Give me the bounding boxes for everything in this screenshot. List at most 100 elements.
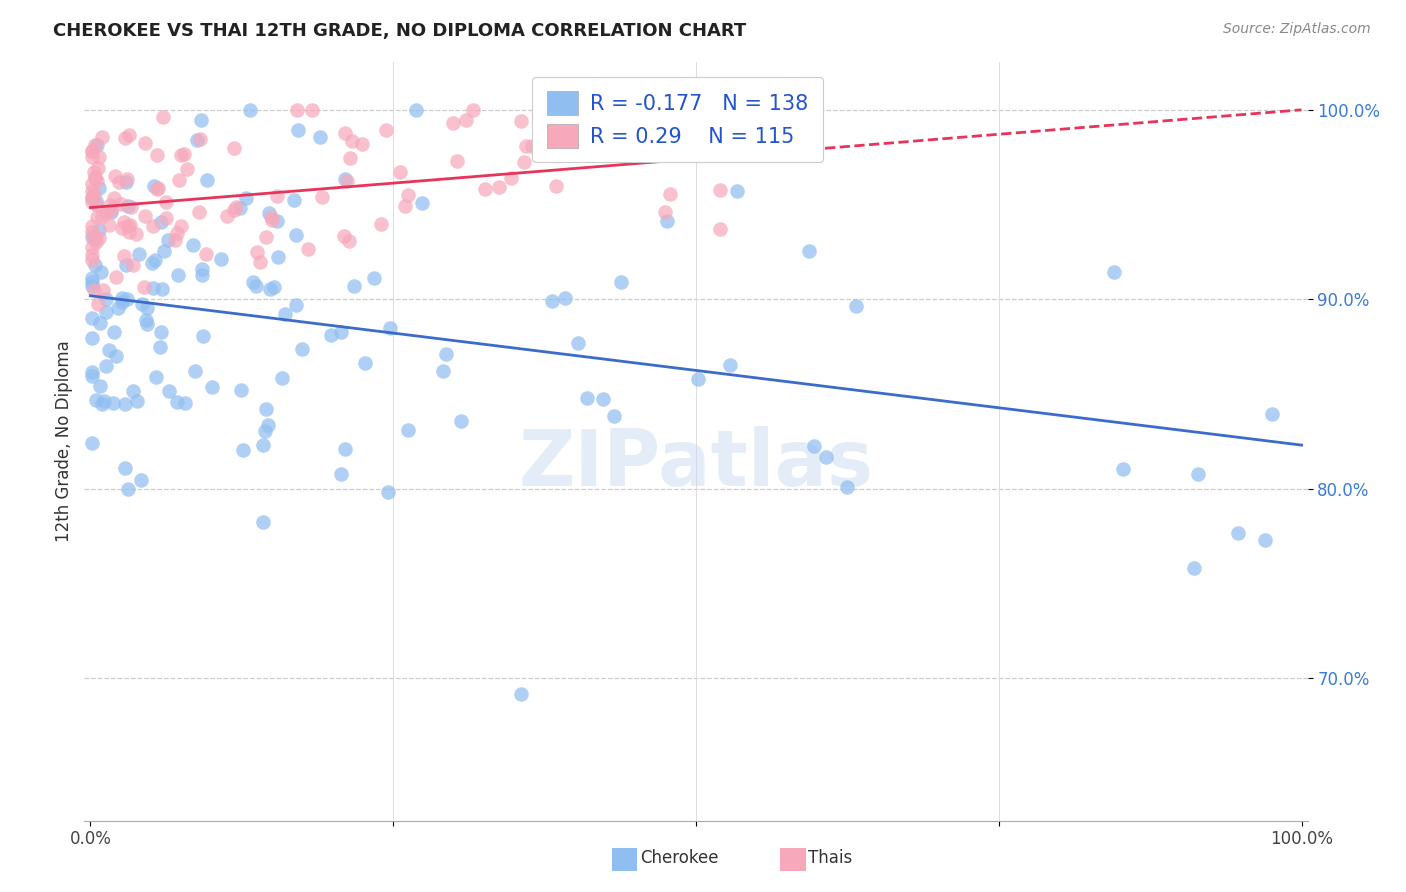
Point: [249, 255, 271, 269]
Point: [80, 226, 103, 240]
Point: [87, 161, 110, 176]
Point: [215, 209, 238, 223]
Point: [342, 134, 364, 148]
Point: [257, 417, 280, 432]
Point: [142, 219, 165, 234]
Point: [709, 222, 731, 236]
Point: [115, 292, 138, 306]
Point: [80, 229, 103, 244]
Point: [284, 227, 307, 242]
Point: [191, 261, 214, 276]
Point: [80, 436, 103, 450]
Point: [283, 193, 305, 207]
Point: [432, 364, 454, 378]
Point: [411, 195, 433, 210]
Point: [84, 231, 107, 245]
Legend: R = -0.177   N = 138, R = 0.29    N = 115: R = -0.177 N = 138, R = 0.29 N = 115: [531, 77, 823, 162]
Point: [654, 204, 676, 219]
Point: [148, 180, 170, 194]
Point: [80, 252, 103, 267]
Point: [170, 148, 193, 162]
Point: [659, 187, 682, 202]
Point: [150, 282, 173, 296]
Point: [142, 281, 165, 295]
Point: [377, 485, 399, 500]
Point: [232, 442, 254, 457]
Point: [103, 191, 125, 205]
Point: [124, 227, 146, 242]
Point: [603, 409, 626, 423]
Point: [131, 296, 153, 310]
Point: [86, 137, 108, 152]
Point: [93, 393, 115, 408]
Point: [266, 189, 288, 203]
Point: [135, 301, 157, 316]
Point: [837, 480, 859, 494]
Point: [174, 395, 197, 409]
Point: [239, 103, 262, 117]
Point: [83, 283, 105, 297]
Point: [333, 172, 356, 186]
Point: [434, 347, 457, 361]
Point: [190, 268, 212, 283]
Point: [96, 305, 118, 319]
Point: [363, 270, 385, 285]
Point: [115, 172, 138, 186]
Point: [150, 325, 173, 339]
Point: [128, 247, 150, 261]
Point: [246, 245, 269, 260]
Point: [87, 149, 110, 163]
Point: [380, 320, 402, 334]
Point: [501, 170, 523, 185]
Point: [98, 218, 121, 232]
Point: [709, 183, 731, 197]
Point: [321, 328, 343, 343]
Point: [254, 230, 277, 244]
Point: [270, 370, 292, 384]
Point: [118, 225, 141, 239]
Point: [342, 278, 364, 293]
Point: [118, 128, 141, 142]
Point: [111, 295, 134, 310]
Point: [152, 110, 174, 124]
Point: [90, 209, 112, 223]
Point: [94, 292, 117, 306]
Point: [117, 219, 139, 234]
Point: [89, 231, 111, 245]
Point: [150, 215, 173, 229]
Point: [114, 397, 136, 411]
Point: [441, 116, 464, 130]
Point: [80, 331, 103, 345]
Point: [450, 414, 472, 428]
Point: [110, 197, 132, 211]
Point: [520, 139, 543, 153]
Point: [129, 473, 152, 487]
Point: [83, 231, 105, 245]
Point: [94, 205, 117, 219]
Point: [245, 278, 267, 293]
Point: [84, 169, 107, 184]
Point: [91, 129, 114, 144]
Point: [134, 136, 156, 150]
Point: [111, 291, 134, 305]
Point: [80, 144, 103, 158]
Point: [110, 220, 132, 235]
Point: [89, 378, 111, 392]
Point: [287, 103, 309, 117]
Point: [181, 238, 204, 252]
Point: [83, 164, 105, 178]
Point: [90, 265, 112, 279]
Point: [80, 184, 103, 198]
Point: [80, 177, 103, 191]
Point: [259, 282, 281, 296]
Point: [115, 175, 138, 189]
Point: [229, 201, 252, 215]
Point: [143, 252, 166, 267]
Point: [135, 313, 157, 327]
Point: [176, 162, 198, 177]
Point: [252, 438, 274, 452]
Point: [222, 141, 245, 155]
Point: [80, 195, 103, 210]
Point: [515, 139, 537, 153]
Point: [225, 200, 247, 214]
